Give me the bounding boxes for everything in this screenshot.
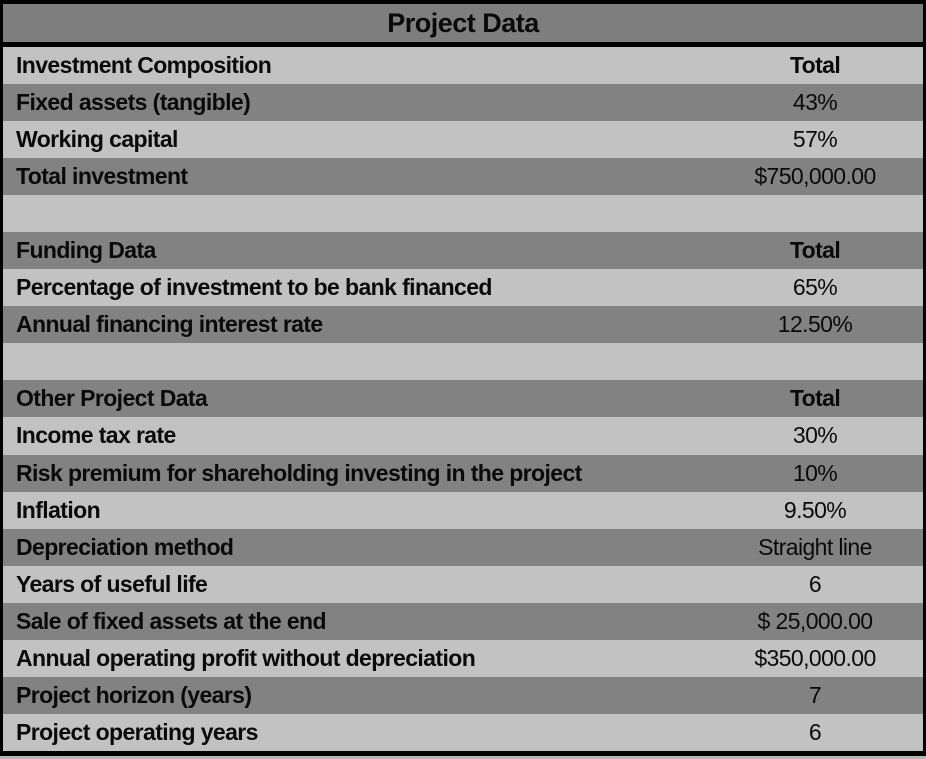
table-row: Funding Data Total <box>3 232 923 270</box>
row-label-cell: Sale of fixed assets at the end <box>16 607 327 634</box>
row-value-cell: 30% <box>792 422 838 449</box>
row-label-cell: Project horizon (years) <box>16 681 252 708</box>
table-row: Years of useful life 6 <box>3 565 923 603</box>
row-label-cell: Inflation <box>16 496 101 523</box>
table-row: Risk premium for shareholding investing … <box>3 454 923 492</box>
row-value-cell: 57% <box>792 126 838 153</box>
row-value-cell: Total <box>789 385 841 412</box>
row-label-cell: Income tax rate <box>16 422 176 449</box>
row-label-cell: Total investment <box>16 163 188 190</box>
row-value-cell: 6 <box>808 570 822 597</box>
table-row: Project horizon (years) 7 <box>3 676 923 714</box>
row-label-cell: Investment Composition <box>16 52 272 79</box>
table-row: Percentage of investment to be bank fina… <box>3 269 923 307</box>
table-row: Working capital 57% <box>3 121 923 159</box>
table-row: Total investment $750,000.00 <box>3 158 923 196</box>
table-row <box>3 343 923 381</box>
row-label-cell: Fixed assets (tangible) <box>16 89 251 116</box>
row-label-cell: Risk premium for shareholding investing … <box>16 459 582 486</box>
table-row: Depreciation method Straight line <box>3 528 923 566</box>
row-value-cell: 9.50% <box>783 496 847 523</box>
table-title: Project Data <box>3 4 923 47</box>
row-label-cell: Project operating years <box>16 718 258 745</box>
row-label-cell: Funding Data <box>16 237 156 264</box>
table-rows: Investment Composition Total Fixed asset… <box>3 47 923 751</box>
table-row: Project operating years 6 <box>3 713 923 751</box>
table-row: Annual financing interest rate 12.50% <box>3 306 923 344</box>
row-label-cell: Annual operating profit without deprecia… <box>16 644 476 671</box>
table-row: Other Project Data Total <box>3 380 923 418</box>
table-row: Income tax rate 30% <box>3 417 923 455</box>
row-value-cell: $ 25,000.00 <box>757 607 874 634</box>
row-value-cell: Total <box>789 237 841 264</box>
row-label-cell: Years of useful life <box>16 570 208 597</box>
table-row: Fixed assets (tangible) 43% <box>3 84 923 122</box>
row-value-cell: 7 <box>808 681 822 708</box>
row-value-cell: 10% <box>792 459 838 486</box>
table-row: Sale of fixed assets at the end $ 25,000… <box>3 602 923 640</box>
table-row: Investment Composition Total <box>3 47 923 85</box>
row-label-cell: Annual financing interest rate <box>16 311 323 338</box>
row-value-cell: 6 <box>808 718 822 745</box>
row-label-cell: Other Project Data <box>16 385 208 412</box>
row-value-cell: 43% <box>792 89 838 116</box>
row-value-cell: Straight line <box>758 533 872 560</box>
row-value-cell: Total <box>789 52 841 79</box>
row-value-cell: 12.50% <box>777 311 853 338</box>
row-value-cell: 65% <box>792 274 838 301</box>
table-row: Inflation 9.50% <box>3 491 923 529</box>
row-label-cell: Working capital <box>16 126 178 153</box>
row-value-cell: $350,000.00 <box>754 644 876 671</box>
row-label-cell: Depreciation method <box>16 533 234 560</box>
row-value-cell: $750,000.00 <box>754 163 876 190</box>
table-row: Annual operating profit without deprecia… <box>3 639 923 677</box>
row-label-cell: Percentage of investment to be bank fina… <box>16 274 492 301</box>
table-row <box>3 195 923 233</box>
